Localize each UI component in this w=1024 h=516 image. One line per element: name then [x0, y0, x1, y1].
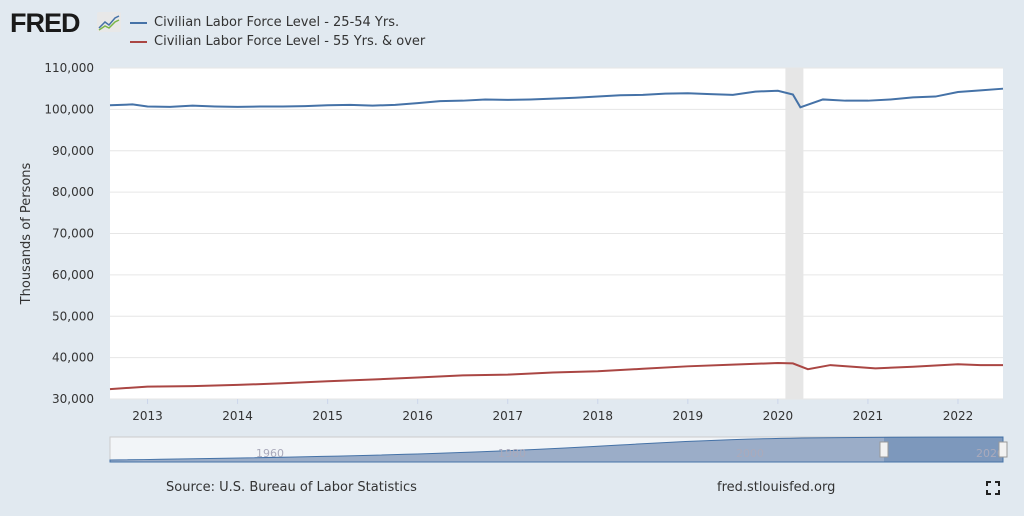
y-axis-label: Thousands of Persons [19, 162, 34, 305]
navigator-label: 1980 [498, 447, 526, 460]
x-tick-label: 2020 [763, 409, 794, 423]
legend-item-25-54[interactable]: Civilian Labor Force Level - 25-54 Yrs. [130, 15, 399, 30]
series-line-0[interactable] [109, 87, 1004, 109]
y-tick-label: 60,000 [52, 268, 94, 282]
line-chart[interactable]: 30,000 40,000 50,000 60,000 70,000 80,000 90,0… [0, 0, 1024, 470]
y-tick-label: 80,000 [52, 185, 94, 199]
x-tick-label: 2013 [132, 409, 163, 423]
navigator-handle[interactable] [879, 441, 889, 458]
x-tick-label: 2022 [943, 409, 974, 423]
navigator-label: 2000 [736, 447, 764, 460]
site-link[interactable]: fred.stlouisfed.org [717, 480, 836, 495]
x-tick-label: 2019 [673, 409, 704, 423]
y-tick-label: 30,000 [52, 392, 94, 406]
x-tick-label: 2018 [582, 409, 613, 423]
fullscreen-icon[interactable] [986, 481, 1000, 495]
navigator-series [109, 436, 1004, 463]
y-tick-label: 100,000 [44, 102, 94, 116]
series-line-1[interactable] [109, 362, 1003, 391]
navigator-label: 1960 [256, 447, 284, 460]
y-tick-label: 90,000 [52, 144, 94, 158]
navigator-selection[interactable] [884, 437, 1003, 462]
y-tick-label: 40,000 [52, 351, 94, 365]
fred-chart-logo-icon [97, 12, 121, 32]
x-tick-label: 2021 [853, 409, 884, 423]
x-tick-label: 2016 [402, 409, 433, 423]
legend-label: Civilian Labor Force Level - 55 Yrs. & o… [154, 34, 426, 49]
fred-logo[interactable]: FRED [10, 8, 80, 38]
legend-swatch [130, 21, 147, 24]
y-tick-label: 110,000 [44, 61, 94, 75]
navigator-handle[interactable] [998, 441, 1008, 458]
legend-swatch [130, 40, 147, 43]
y-tick-label: 70,000 [52, 227, 94, 241]
x-tick-label: 2017 [492, 409, 523, 423]
x-tick-label: 2015 [312, 409, 343, 423]
navigator-label: 2020 [976, 447, 1004, 460]
legend-item-55-over[interactable]: Civilian Labor Force Level - 55 Yrs. & o… [130, 34, 425, 49]
legend-label: Civilian Labor Force Level - 25-54 Yrs. [154, 15, 400, 30]
x-tick-label: 2014 [222, 409, 253, 423]
source-text: Source: U.S. Bureau of Labor Statistics [166, 480, 417, 495]
y-tick-label: 50,000 [52, 309, 94, 323]
